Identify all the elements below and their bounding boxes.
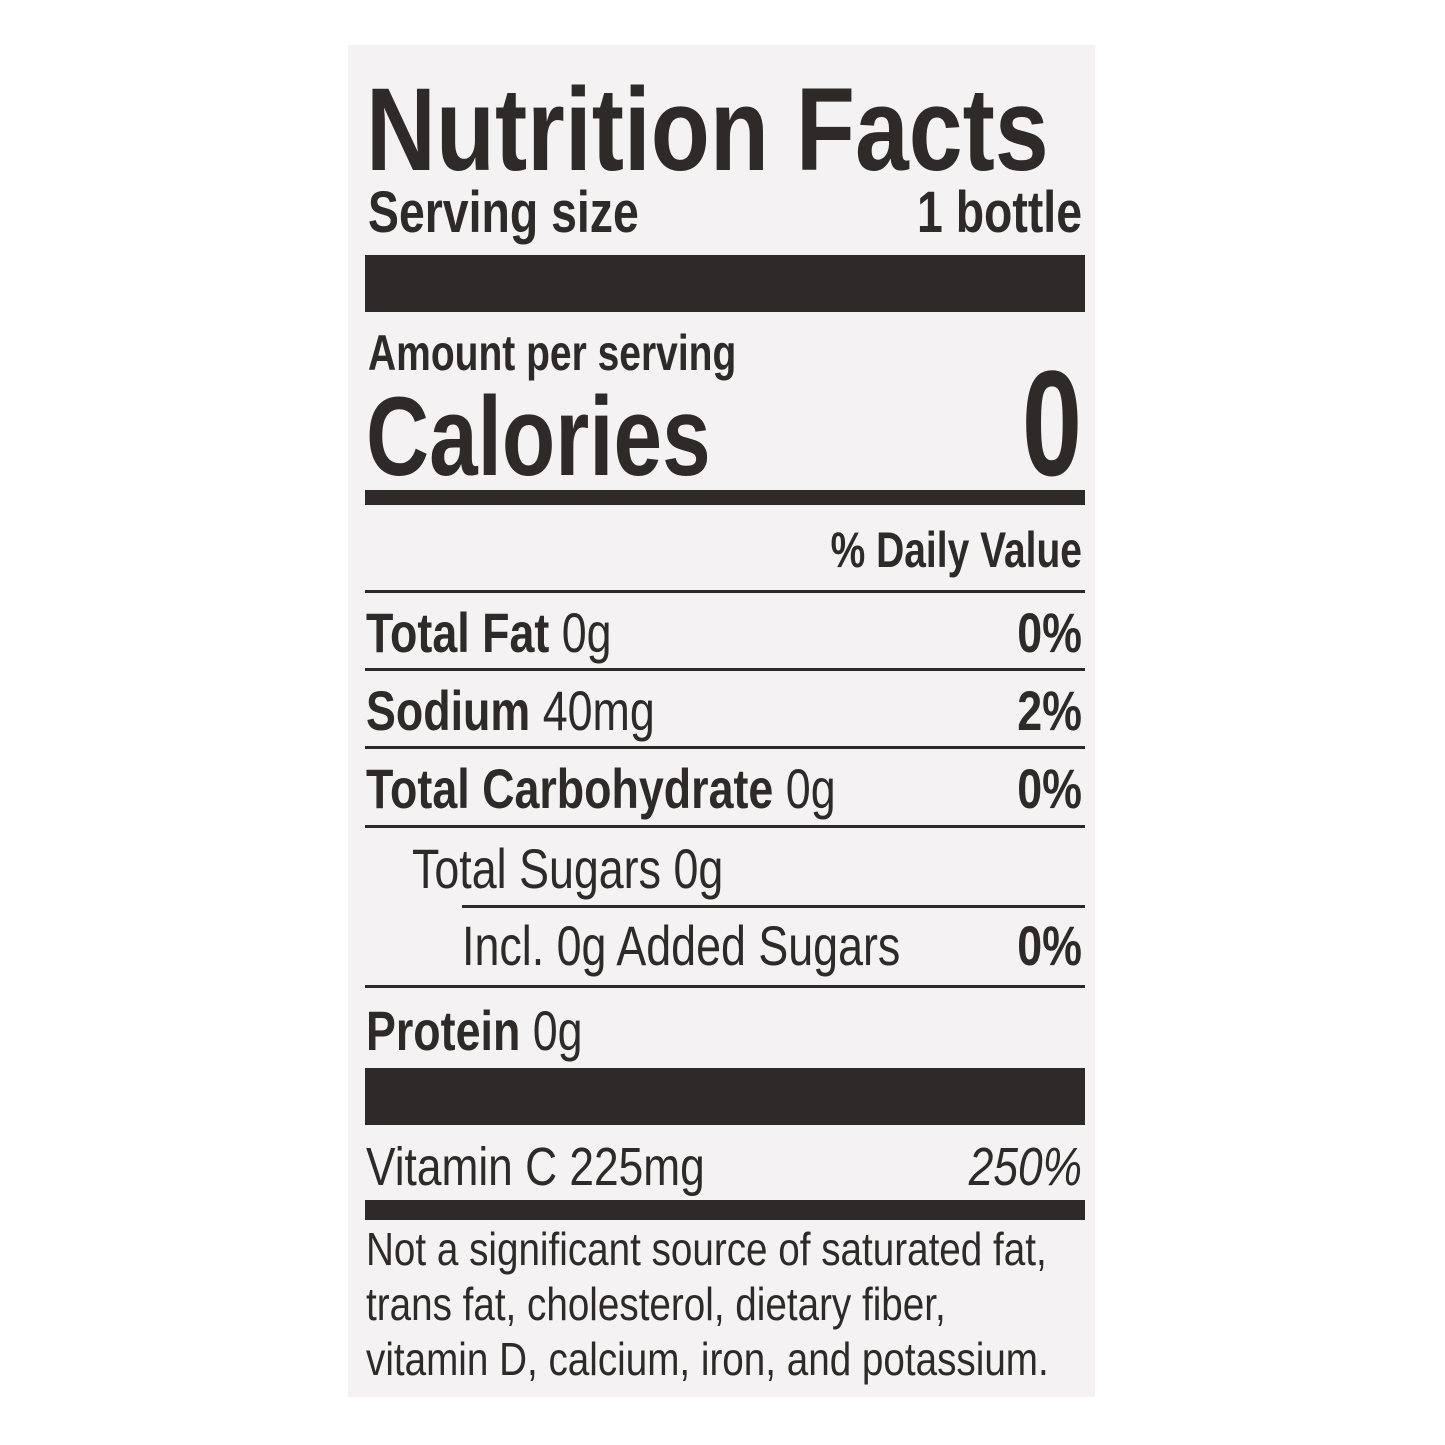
rule: [365, 746, 1085, 749]
thick-bar: [365, 255, 1085, 312]
calories-value: 0: [1022, 340, 1082, 508]
nutrient-name: Incl. 0g Added Sugars: [462, 914, 900, 977]
nutrient-name: Total Carbohydrate: [366, 757, 773, 820]
vitamin-name: Vitamin C: [366, 1137, 557, 1197]
nutrient-row: Protein 0g: [366, 999, 583, 1062]
rule: [365, 590, 1085, 593]
nutrient-dv: 0%: [1017, 914, 1082, 977]
serving-value: 1 bottle: [917, 180, 1082, 245]
nutrient-amount: 0g: [786, 757, 836, 820]
rule: [365, 825, 1085, 828]
nutrient-name: Total Sugars: [412, 837, 661, 900]
nutrient-row: Sodium 40mg: [366, 679, 655, 742]
nutrient-dv: 0%: [1017, 601, 1082, 664]
nutrient-dv: 0%: [1017, 757, 1082, 820]
footnote-line: vitamin D, calcium, iron, and potassium.: [366, 1334, 1049, 1385]
nutrient-amount: 0g: [673, 837, 723, 900]
nutrient-row: Incl. 0g Added Sugars: [462, 914, 900, 977]
rule: [462, 905, 1085, 908]
medium-bar: [365, 490, 1085, 505]
nutrient-row: Total Fat 0g: [366, 601, 612, 664]
daily-value-header: % Daily Value: [831, 521, 1082, 578]
nutrient-name: Total Fat: [366, 601, 549, 664]
vitamin-dv: 250%: [968, 1137, 1082, 1197]
rule: [365, 668, 1085, 671]
rule: [365, 985, 1085, 988]
nutrient-name: Protein: [366, 999, 520, 1062]
nutrient-row: Total Sugars 0g: [412, 837, 723, 900]
nutrient-dv: 2%: [1017, 679, 1082, 742]
calories-label: Calories: [366, 375, 711, 500]
nutrient-name: Sodium: [366, 679, 530, 742]
title: Nutrition Facts: [366, 63, 1049, 195]
nutrient-amount: 0g: [562, 601, 612, 664]
calories-header: Amount per serving: [368, 324, 736, 381]
nutrient-row: Total Carbohydrate 0g: [366, 757, 836, 820]
serving-label: Serving size: [368, 180, 639, 245]
footnote-line: Not a significant source of saturated fa…: [366, 1224, 1047, 1275]
nutrient-amount: 0g: [533, 999, 583, 1062]
vitamin-row: Vitamin C 225mg: [366, 1137, 705, 1197]
nutrient-amount: 40mg: [543, 679, 655, 742]
vitamin-amount: 225mg: [569, 1137, 704, 1197]
thick-bar: [365, 1068, 1085, 1125]
footnote-line: trans fat, cholesterol, dietary fiber,: [366, 1279, 946, 1330]
medium-bar: [365, 1200, 1085, 1220]
